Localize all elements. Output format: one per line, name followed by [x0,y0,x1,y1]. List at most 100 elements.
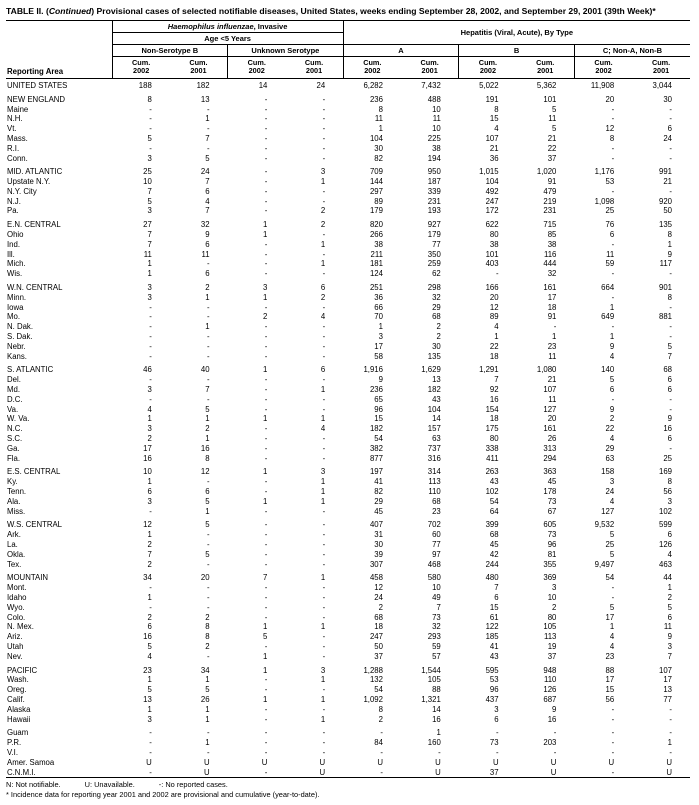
table-row: Ky. 1 - - 1 41 113 43 45 3 8 [6,477,690,487]
reporting-area-cell: Ohio [7,230,24,240]
reporting-area-cell: N.Y. City [7,186,37,196]
value-cell: 188 [138,80,152,90]
value-cell: - [611,394,615,404]
value-cell: - [264,728,268,738]
value-cell: 68 [663,365,672,375]
value-cell: 24 [605,487,615,496]
value-cell: 73 [489,738,499,748]
value-cell: - [322,269,326,279]
value-cell: 595 [485,665,499,675]
value-cell: 21 [489,143,499,153]
value-cell: 50 [663,206,672,216]
value-cell: 29 [605,443,615,453]
value-cell: 649 [601,312,615,322]
value-cell: 1 [378,124,383,134]
value-cell: 24 [316,80,326,90]
value-cell: 10 [432,104,441,114]
table-row: NEW ENGLAND 8 13 - - 236 488 191 101 20 30 [6,95,690,105]
value-cell: 3 [147,714,152,724]
value-cell: 37 [489,767,499,777]
value-cell: - [611,767,615,777]
value-cell: 316 [427,453,441,463]
value-cell: 60 [432,530,441,540]
value-cell: 3 [494,704,499,714]
value-cell: 178 [543,487,557,496]
value-cell: - [322,704,326,714]
value-cell: 1 [263,365,268,375]
value-cell: 715 [543,220,557,230]
value-cell: - [322,632,326,642]
value-cell: 5 [609,549,615,559]
value-cell: 25 [605,539,615,549]
table-row: Minn. 3 1 1 2 36 32 20 17 - 8 [6,293,690,303]
value-cell: 19 [547,641,557,651]
value-cell: 160 [427,738,441,748]
value-cell: 1 [147,259,152,269]
reporting-area-cell: Del. [7,375,21,385]
reporting-area-header: Reporting Area [6,20,112,79]
value-cell: 9 [378,375,383,385]
value-cell: 63 [432,434,441,444]
value-cell: 10 [143,177,152,187]
value-cell: - [206,143,210,153]
value-cell: - [264,322,268,332]
table-row: Guam - - - - - 1 - - - - [6,728,690,738]
value-cell: 29 [374,496,383,506]
value-cell: 1,291 [479,365,499,375]
value-cell: 15 [489,602,499,612]
table-row: S. ATLANTIC 46 40 1 6 1,916 1,629 1,291 1,080 140… [6,365,690,375]
value-cell: 11 [432,114,441,124]
value-cell: 158 [601,467,615,477]
table-row: Upstate N.Y. 10 7 - 1 144 187 104 91 53 21 [6,177,690,187]
value-cell: 1,080 [536,365,557,375]
value-cell: - [149,341,152,351]
value-cell: - [264,477,268,487]
value-cell: 948 [543,665,557,675]
table-row: Va. 4 5 - - 96 104 154 127 9 - [6,405,690,415]
value-cell: 11 [548,114,557,124]
value-cell: 599 [658,520,672,530]
value-cell: 102 [658,506,672,516]
value-cell: 1,916 [363,365,383,375]
table-row: Mo. - - 2 4 70 68 89 91 649 881 [6,312,690,322]
value-cell: 68 [489,530,499,540]
reporting-area-cell: Wyo. [7,602,25,612]
value-cell: - [264,269,268,279]
value-cell: 5,022 [479,80,499,90]
value-cell: 2 [320,220,326,230]
value-cell: 8 [494,104,499,114]
value-cell: 687 [543,694,557,704]
value-cell: 1 [320,694,326,704]
col-header-nonb-cum-2002: Cum. 2002 [111,56,170,79]
value-cell: - [264,94,268,104]
value-cell: 6 [205,239,210,249]
value-cell: 463 [658,559,672,569]
table-row: Ark. 1 - - - 31 60 68 73 5 6 [6,530,690,540]
age-group-header: Age <5 Years [111,32,344,45]
value-cell: 3 [147,153,152,163]
reporting-area-cell: N. Mex. [7,622,34,632]
value-cell: - [611,704,615,714]
value-cell: 7 [147,239,152,249]
value-cell: - [206,539,210,549]
value-cell: 293 [427,632,441,642]
value-cell: 1 [147,675,152,685]
table-row: MOUNTAIN 34 20 7 1 458 580 480 369 54 44 [6,573,690,583]
value-cell: 6 [667,385,672,395]
value-cell: - [322,230,326,240]
value-cell: 4 [667,549,672,559]
table-header: Reporting Area Haemophilus influenzae, I… [6,20,690,79]
value-cell: 40 [200,365,210,375]
value-cell: U [319,767,326,777]
value-cell: 8 [205,453,210,463]
value-cell: 16 [547,714,557,724]
reporting-area-cell: Mo. [7,312,20,322]
table-row: Wis. 1 6 - - 124 62 - 32 - - [6,269,690,279]
value-cell: - [322,133,326,143]
value-cell: 132 [369,675,383,685]
value-cell: 91 [547,312,557,322]
hepatitis-group-header: Hepatitis (Viral, Acute), By Type [342,20,690,45]
value-cell: 5 [609,375,615,385]
value-cell: 15 [374,414,383,424]
value-cell: 101 [485,249,499,259]
